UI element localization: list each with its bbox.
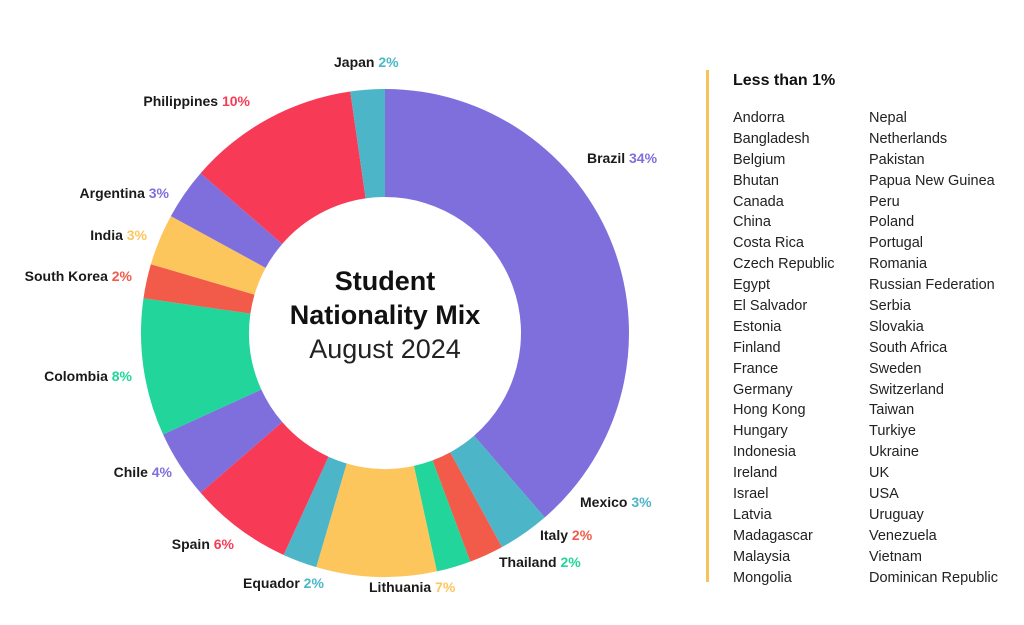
country-list-right: Nepal Netherlands Pakistan Papua New Guinea… xyxy=(869,108,998,588)
slice-label-chile: Chile 4% xyxy=(114,464,173,480)
right-country-item: Netherlands xyxy=(869,130,948,147)
donut-chart: Brazil 34% Mexico 3% Italy 2% Thailand 2% Li… xyxy=(25,54,658,595)
right-country-item: Venezuela xyxy=(869,527,937,544)
right-country-item: Portugal xyxy=(869,235,924,252)
country-list-left: Andorra Bangladesh Belgium Bhutan Canada Chin… xyxy=(733,108,835,588)
slice-argentina xyxy=(170,173,283,268)
left-country-item: France xyxy=(733,360,779,377)
less-than-one-percent-panel: Less than 1% Andorra Bangladesh Belgium Bhu… xyxy=(706,70,1022,586)
right-country-item: Taiwan xyxy=(869,402,915,419)
slice-india xyxy=(150,216,266,295)
donut-slices xyxy=(141,89,629,577)
slice-label-philippines: Philippines 10% xyxy=(143,93,250,109)
left-country-item: Indonesia xyxy=(733,444,796,461)
chart-title-line-2: Nationality Mix xyxy=(290,300,481,330)
left-country-item: Hungary xyxy=(733,423,788,440)
slice-equador xyxy=(283,456,347,568)
left-country-item: Hong Kong xyxy=(733,402,806,419)
right-country-item: Papua New Guinea xyxy=(869,172,995,189)
right-country-item: Nepal xyxy=(869,110,907,126)
left-country-item: Israel xyxy=(733,486,769,503)
left-country-item: China xyxy=(733,214,771,231)
right-country-item: Russian Federation xyxy=(869,277,995,294)
slice-colombia xyxy=(141,298,262,435)
left-country-item: Belgium xyxy=(733,151,786,168)
right-country-item: USA xyxy=(869,486,899,503)
right-country-item: Pakistan xyxy=(869,151,925,168)
slice-chile xyxy=(163,389,283,493)
right-country-item: Peru xyxy=(869,193,900,210)
left-country-item: Germany xyxy=(733,381,793,398)
left-country-item: El Salvador xyxy=(733,298,808,315)
slice-label-india: India 3% xyxy=(90,227,147,243)
chart-subtitle: August 2024 xyxy=(309,334,461,364)
right-country-item: Switzerland xyxy=(869,381,944,398)
left-country-item: Andorra xyxy=(733,110,785,126)
slice-label-lithuania: Lithuania 7% xyxy=(369,579,456,595)
left-country-item: Mongolia xyxy=(733,569,792,586)
slice-labels: Brazil 34% Mexico 3% Italy 2% Thailand 2% Li… xyxy=(25,54,658,595)
panel-title: Less than 1% xyxy=(733,72,836,89)
slice-label-south-korea: South Korea 2% xyxy=(25,268,133,284)
right-country-item: Ukraine xyxy=(869,444,919,461)
left-country-item: Finland xyxy=(733,339,781,356)
slice-label-equador: Equador 2% xyxy=(243,575,324,591)
slice-mexico xyxy=(450,435,545,548)
left-country-item: Costa Rica xyxy=(733,235,804,252)
right-country-item: UK xyxy=(869,465,890,482)
slice-label-japan: Japan 2% xyxy=(334,54,399,70)
slice-label-thailand: Thailand 2% xyxy=(499,554,581,570)
slice-label-spain: Spain 6% xyxy=(172,536,235,552)
right-country-item: Romania xyxy=(869,256,928,273)
left-country-item: Bangladesh xyxy=(733,130,810,147)
right-country-item: Turkiye xyxy=(869,423,916,440)
left-country-item: Bhutan xyxy=(733,172,779,189)
chart-title-line-1: Student xyxy=(335,266,436,296)
slice-lithuania xyxy=(316,463,437,577)
right-country-item: Serbia xyxy=(869,298,911,315)
left-country-item: Canada xyxy=(733,193,784,210)
slice-label-mexico: Mexico 3% xyxy=(580,494,652,510)
slice-spain xyxy=(200,422,329,555)
left-country-item: Malaysia xyxy=(733,548,791,565)
slice-brazil xyxy=(385,89,629,518)
slice-japan xyxy=(350,89,385,199)
slice-philippines xyxy=(200,91,366,244)
left-country-item: Ireland xyxy=(733,465,778,482)
slice-label-italy: Italy 2% xyxy=(540,527,593,543)
slice-italy xyxy=(432,452,502,562)
right-country-item: Uruguay xyxy=(869,506,924,523)
right-country-item: Sweden xyxy=(869,360,922,377)
right-country-item: Dominican Republic xyxy=(869,569,998,586)
right-country-item: Poland xyxy=(869,214,915,231)
right-country-item: Slovakia xyxy=(869,318,924,335)
left-country-item: Madagascar xyxy=(733,527,813,544)
slice-thailand xyxy=(413,460,471,572)
slice-label-colombia: Colombia 8% xyxy=(44,368,132,384)
slice-label-argentina: Argentina 3% xyxy=(80,185,170,201)
left-country-item: Latvia xyxy=(733,506,772,523)
slice-south-korea xyxy=(143,264,255,314)
slice-label-brazil: Brazil 34% xyxy=(587,150,658,166)
right-country-item: South Africa xyxy=(869,339,948,356)
left-country-item: Czech Republic xyxy=(733,256,835,273)
left-country-item: Estonia xyxy=(733,318,782,335)
right-country-item: Vietnam xyxy=(869,548,922,565)
left-country-item: Egypt xyxy=(733,277,771,294)
